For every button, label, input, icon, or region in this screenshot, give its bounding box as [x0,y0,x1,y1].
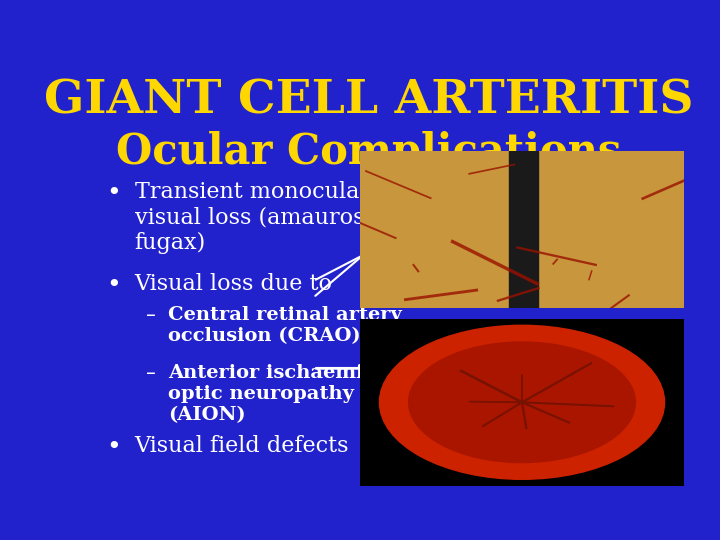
Text: Transient monocular
visual loss (amaurosis
fugax): Transient monocular visual loss (amauros… [135,181,382,254]
Text: Central retinal artery
occlusion (CRAO) or: Central retinal artery occlusion (CRAO) … [168,306,402,345]
Text: •: • [107,435,122,459]
Text: •: • [107,273,122,296]
Ellipse shape [409,342,636,463]
Text: Visual field defects: Visual field defects [135,435,349,457]
Text: •: • [107,181,122,205]
Text: –: – [145,364,156,383]
Text: Visual loss due to: Visual loss due to [135,273,333,295]
Text: –: – [145,306,156,325]
Text: 3: 3 [620,458,631,476]
Text: Ocular Complications: Ocular Complications [117,131,621,173]
Text: Anterior ischaemic
optic neuropathy
(AION): Anterior ischaemic optic neuropathy (AIO… [168,364,376,424]
Bar [509,151,539,308]
Text: GIANT CELL ARTERITIS: GIANT CELL ARTERITIS [44,77,694,123]
Ellipse shape [379,325,665,480]
